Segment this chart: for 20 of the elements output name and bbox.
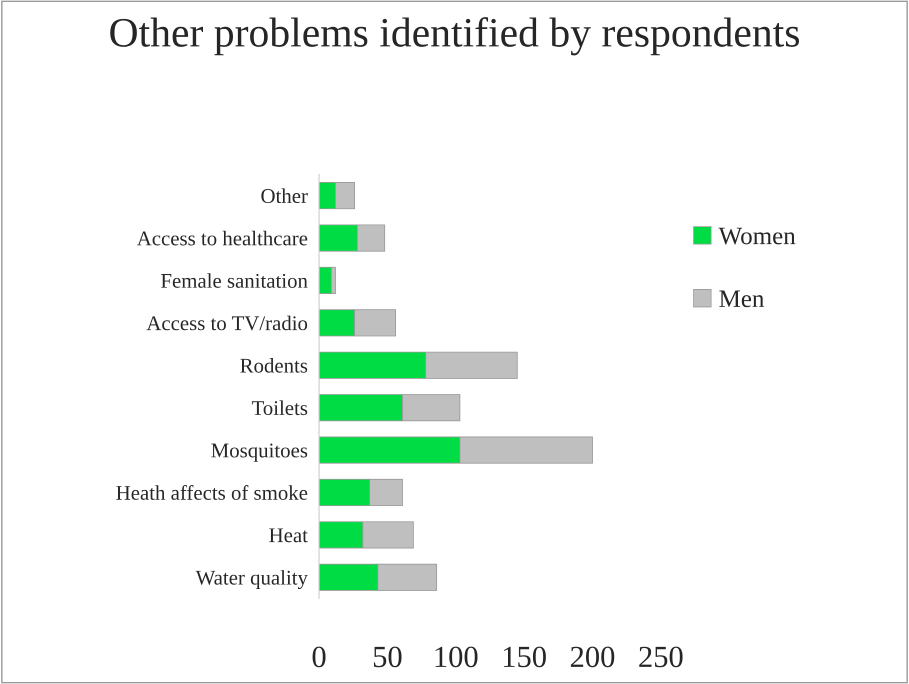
chart-title: Other problems identified by respondents <box>110 17 799 56</box>
y-tick-label: Other <box>261 188 308 204</box>
x-tick-label: 150 <box>504 646 546 668</box>
y-tick-label: Rodents <box>240 358 308 373</box>
bar <box>319 266 332 294</box>
y-tick-label: Toilets <box>252 400 308 416</box>
y-tick-label: Access to healthcare <box>136 230 308 246</box>
x-tick-label: 250 <box>639 646 683 668</box>
y-tick-label: Access to TV/radio <box>146 316 308 330</box>
x-tick-label: 100 <box>436 646 478 668</box>
x-tick-label: 0 <box>312 646 326 668</box>
y-tick-label: Mosquitoes <box>211 444 308 462</box>
legend-label: Men <box>719 290 764 308</box>
x-tick-label: 50 <box>374 646 402 668</box>
x-tick-label: 200 <box>570 646 614 668</box>
y-tick-label: Water quality <box>196 570 308 590</box>
legend-label: Women <box>718 228 796 244</box>
y-tick-label: Female sanitation <box>161 273 308 288</box>
y-tick-label: Heat <box>269 528 308 542</box>
y-tick-label: Heath affects of smoke <box>116 485 308 500</box>
